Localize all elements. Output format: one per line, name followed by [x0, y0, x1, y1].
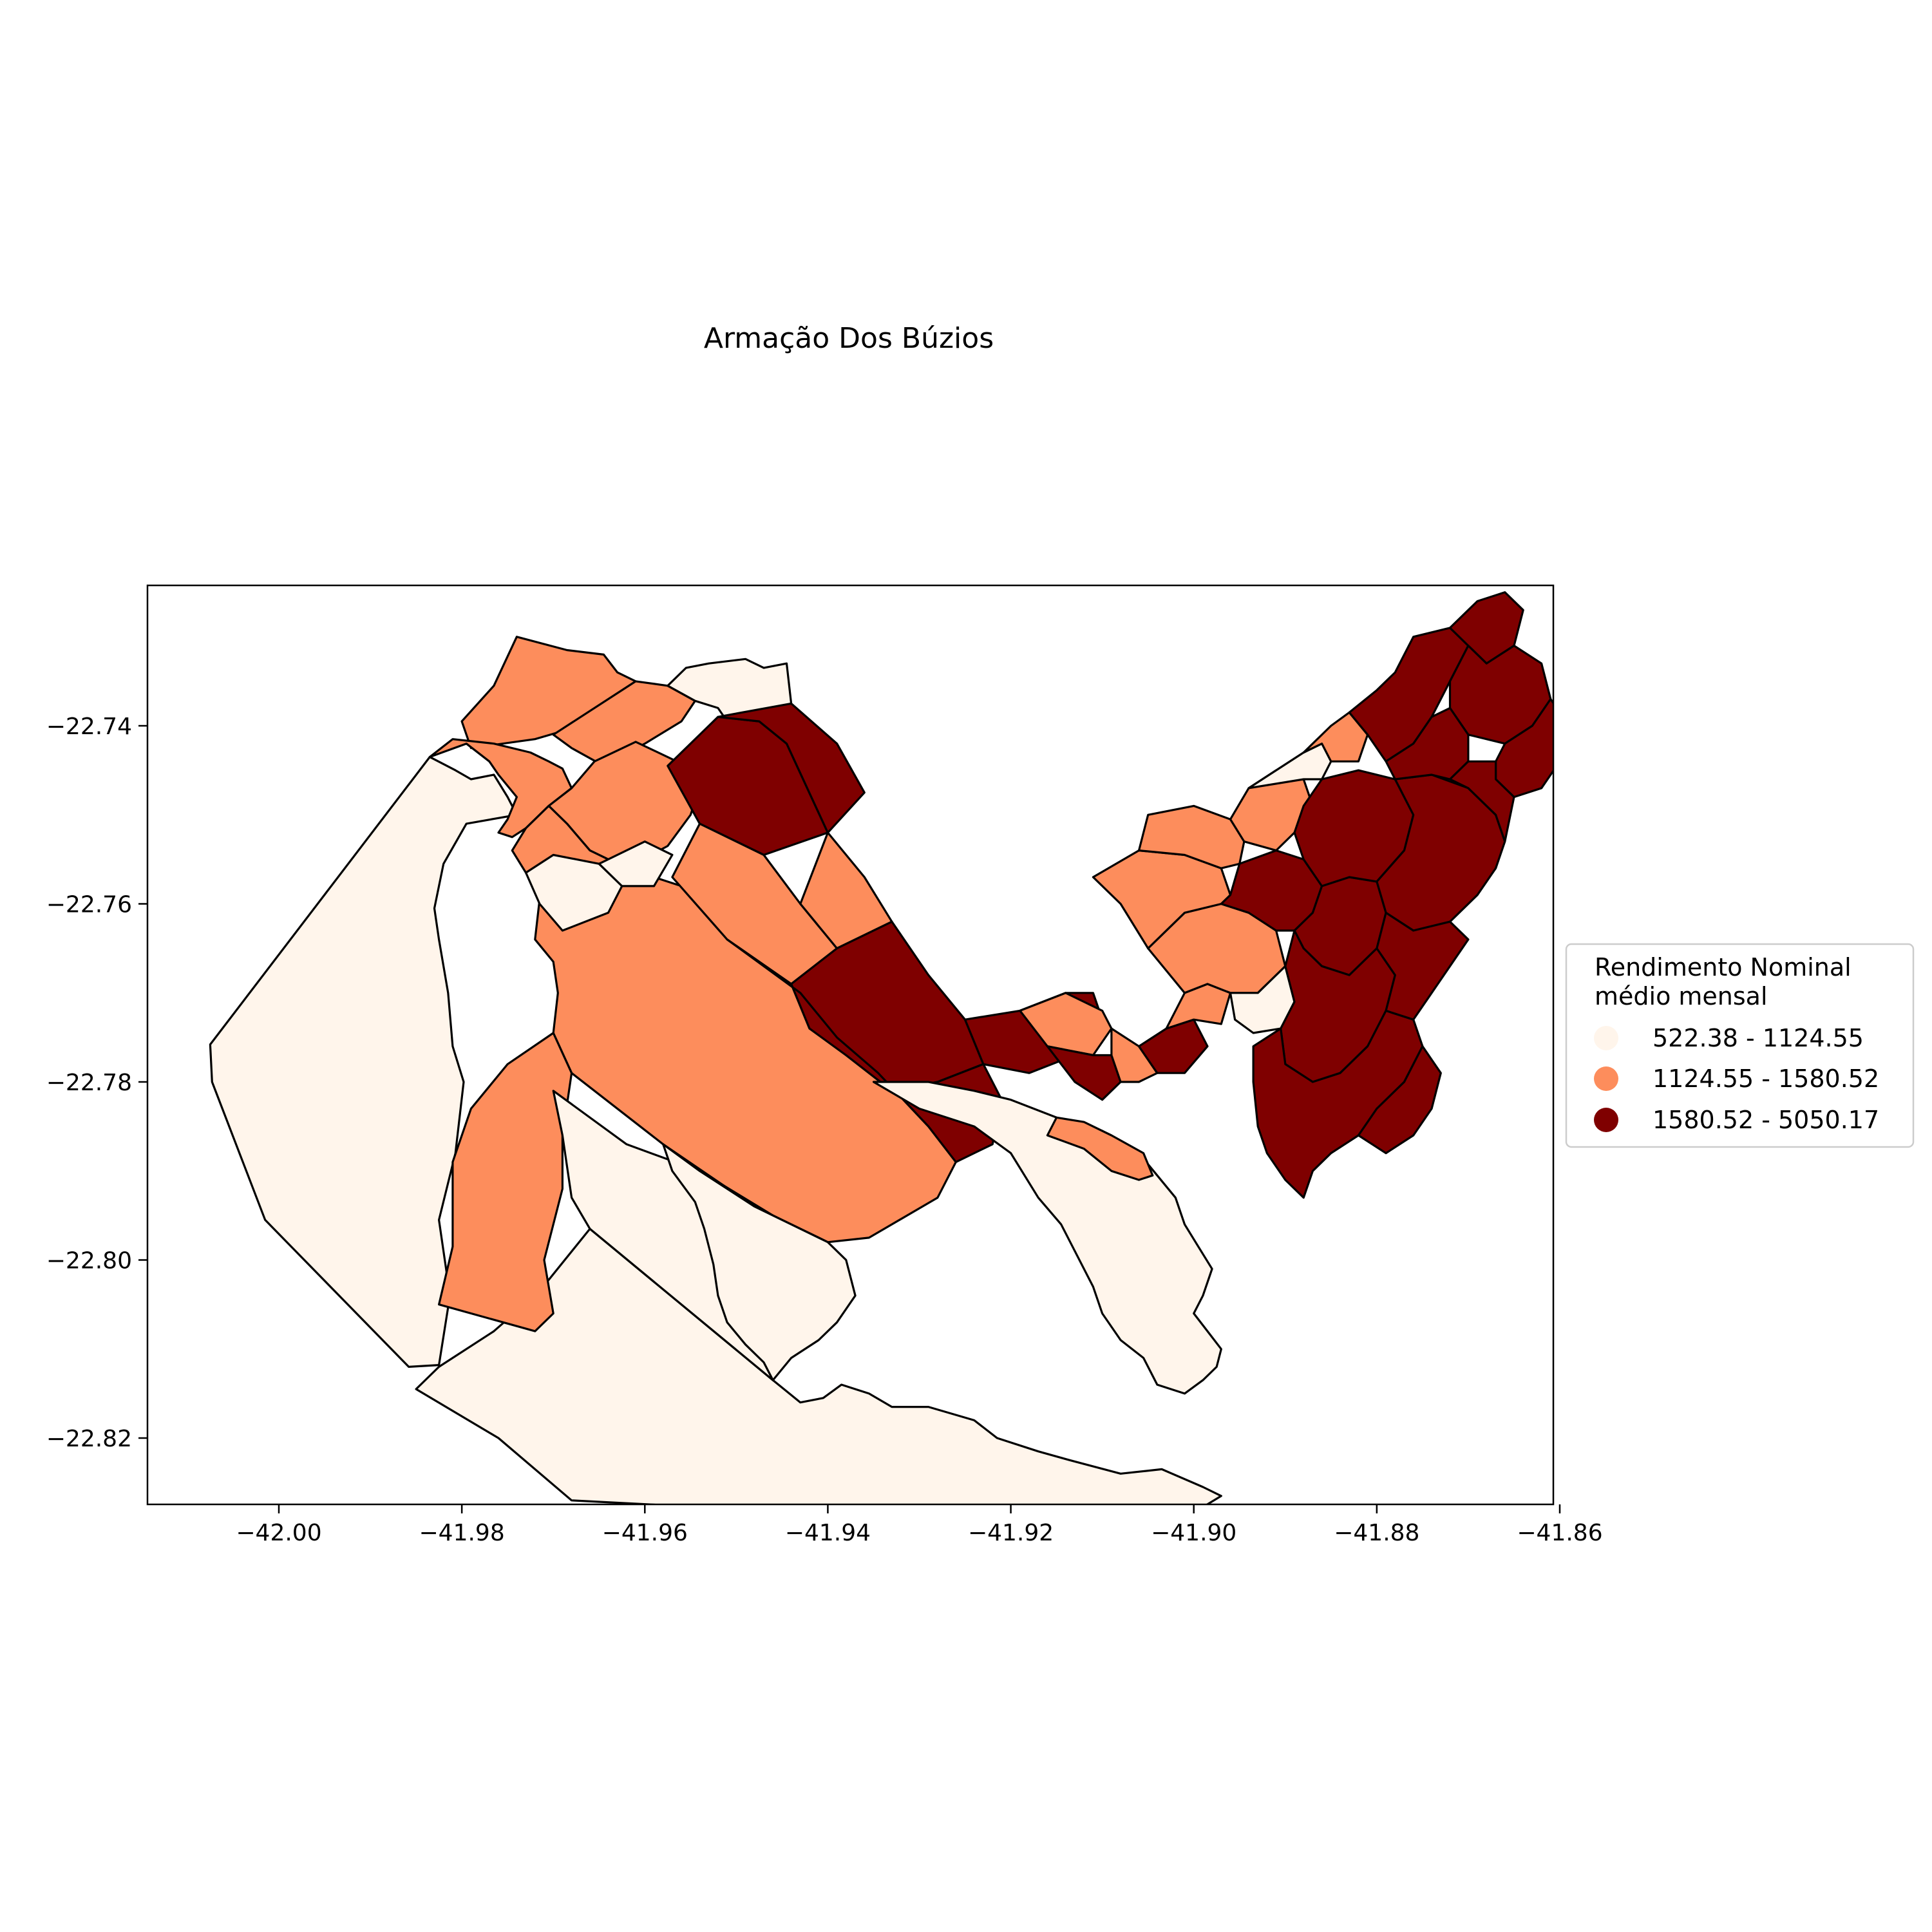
tract-low-0	[209, 755, 518, 1368]
tract-high-37	[1293, 769, 1415, 887]
y-axis: −22.74 −22.76 −22.78 −22.80 −22.82	[46, 714, 147, 1452]
tract-high-47	[1448, 760, 1515, 843]
tract-low-10	[598, 840, 674, 887]
tract-mid-21	[1046, 1116, 1154, 1181]
y-tick-label: −22.78	[46, 1070, 132, 1096]
tract-mid-41	[1302, 711, 1369, 762]
x-tick-label: −41.88	[1334, 1520, 1419, 1546]
tract-low-9	[524, 853, 623, 932]
y-tick-label: −22.82	[46, 1426, 132, 1452]
y-tick-label: −22.76	[46, 892, 132, 918]
legend: Rendimento Nominal médio mensal 522.38 -…	[1565, 943, 1915, 1148]
y-tick-label: −22.80	[46, 1248, 132, 1274]
legend-swatch-mid	[1594, 1066, 1618, 1091]
tract-mid-30	[1137, 804, 1245, 869]
tract-high-39	[1376, 911, 1470, 1021]
census-tracts-layer	[209, 591, 1553, 1504]
tract-high-36	[1357, 1045, 1442, 1155]
x-tick-label: −41.90	[1151, 1520, 1236, 1546]
x-tick-label: −41.94	[785, 1520, 871, 1546]
legend-title-line1: Rendimento Nominal	[1595, 953, 1852, 981]
legend-label-mid: 1124.55 - 1580.52	[1653, 1065, 1879, 1093]
legend-title-line2: médio mensal	[1595, 982, 1768, 1010]
legend-swatch-low	[1594, 1026, 1618, 1050]
y-tick-label: −22.74	[46, 714, 132, 740]
tract-low-4	[667, 658, 793, 723]
tract-mid-14	[799, 831, 893, 950]
axes-frame	[146, 584, 1555, 1506]
tract-low-19	[662, 1143, 857, 1381]
legend-swatch-high	[1594, 1108, 1618, 1132]
x-tick-label: −42.00	[236, 1520, 321, 1546]
tract-high-12	[717, 702, 866, 834]
x-tick-label: −41.96	[602, 1520, 688, 1546]
tract-high-45	[1385, 706, 1470, 781]
legend-label-low: 522.38 - 1124.55	[1653, 1024, 1864, 1052]
legend-frame	[1565, 943, 1915, 1148]
legend-label-high: 1580.52 - 5050.17	[1653, 1106, 1879, 1134]
x-tick-label: −41.92	[968, 1520, 1054, 1546]
map-title: Armação Dos Búzios	[704, 322, 994, 355]
x-tick-label: −41.98	[419, 1520, 505, 1546]
x-tick-label: −41.86	[1517, 1520, 1602, 1546]
x-axis: −42.00 −41.98 −41.96 −41.94 −41.92 −41.90 −41.…	[236, 1504, 1603, 1546]
